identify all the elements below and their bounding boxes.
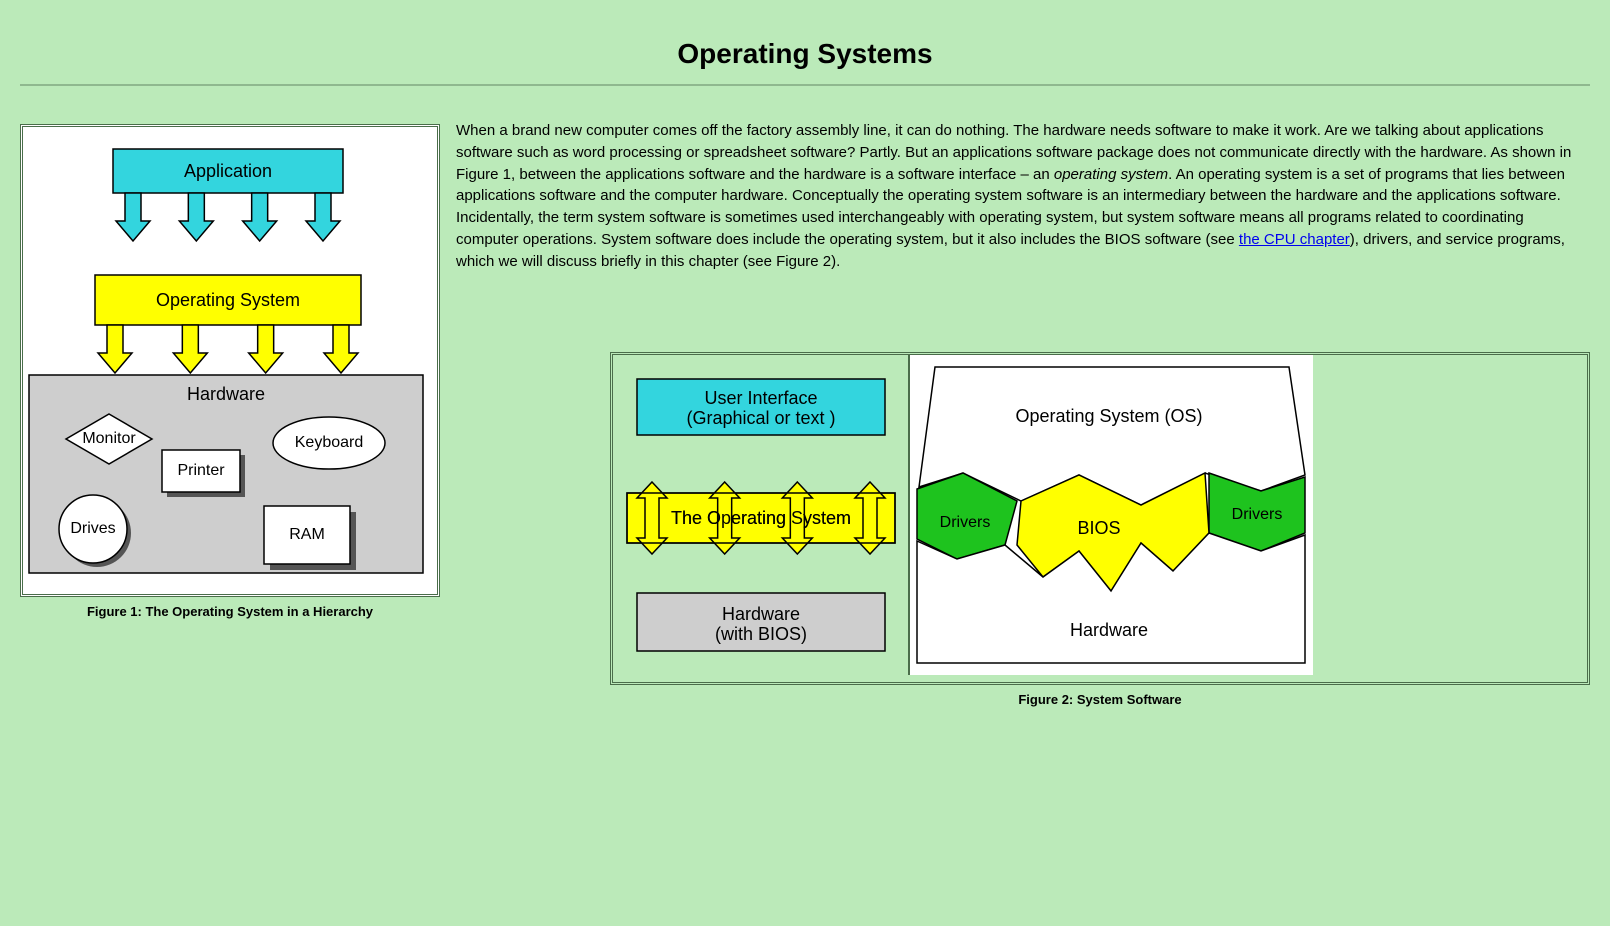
figure-2-svg: User Interface(Graphical or text ) The Op… xyxy=(613,355,1313,675)
svg-text:RAM: RAM xyxy=(289,526,325,543)
svg-text:Operating System (OS): Operating System (OS) xyxy=(1015,406,1202,426)
svg-text:Operating System: Operating System xyxy=(156,290,300,310)
svg-text:Drivers: Drivers xyxy=(1232,506,1283,523)
svg-text:Application: Application xyxy=(184,161,272,181)
body-text: Application Operating System Hardware Monit… xyxy=(20,120,1590,710)
figure-2-frame: User Interface(Graphical or text ) The Op… xyxy=(610,352,1590,685)
svg-text:Hardware: Hardware xyxy=(722,604,800,624)
svg-text:Monitor: Monitor xyxy=(82,430,136,447)
svg-text:(Graphical or text ): (Graphical or text ) xyxy=(686,408,835,428)
svg-text:User Interface: User Interface xyxy=(704,388,817,408)
para-em: operating system xyxy=(1054,166,1168,183)
svg-text:Hardware: Hardware xyxy=(1070,620,1148,640)
figure-2-caption: Figure 2: System Software xyxy=(610,691,1590,710)
svg-text:(with BIOS): (with BIOS) xyxy=(715,624,807,644)
svg-text:Drives: Drives xyxy=(70,520,115,537)
figure-2: User Interface(Graphical or text ) The Op… xyxy=(610,352,1590,710)
svg-text:Printer: Printer xyxy=(177,462,225,479)
figure-1-svg: Application Operating System Hardware Monit… xyxy=(23,127,437,587)
svg-text:Drivers: Drivers xyxy=(940,514,991,531)
svg-text:The Operating System: The Operating System xyxy=(671,508,851,528)
svg-text:Keyboard: Keyboard xyxy=(295,434,364,451)
figure-1: Application Operating System Hardware Monit… xyxy=(20,124,440,622)
figure-1-caption: Figure 1: The Operating System in a Hier… xyxy=(20,603,440,622)
svg-text:Hardware: Hardware xyxy=(187,384,265,404)
cpu-chapter-link[interactable]: the CPU chapter xyxy=(1239,231,1350,248)
page-title: Operating Systems xyxy=(20,38,1590,70)
horizontal-rule xyxy=(20,84,1590,86)
figure-1-frame: Application Operating System Hardware Monit… xyxy=(20,124,440,597)
svg-text:BIOS: BIOS xyxy=(1077,518,1120,538)
